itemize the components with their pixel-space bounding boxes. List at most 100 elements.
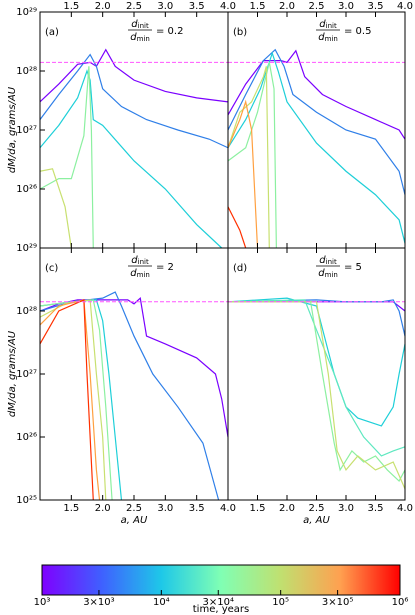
x-tick-label: 3.5 [368, 503, 384, 514]
data-line [39, 66, 94, 249]
data-line [39, 299, 123, 501]
data-line [39, 168, 72, 249]
x-tick-label: 1.5 [250, 503, 266, 514]
y-tick-label: 10²⁷ [16, 369, 37, 380]
y-axis-label: dM/da, grams/AU [7, 86, 18, 173]
x-tick-label: 3.0 [157, 1, 173, 12]
colorbar-tick-label: 3×10³ [83, 597, 114, 608]
y-tick-label: 10²⁵ [16, 495, 37, 506]
data-line [227, 297, 406, 427]
colorbar-tick-label: 3×10⁴ [203, 597, 234, 608]
y-tick-label: 10²⁶ [16, 432, 37, 443]
data-line [227, 299, 406, 457]
colorbar-tick-label: 3×10⁵ [322, 597, 353, 608]
y-tick-label: 10²⁹ [16, 7, 37, 18]
data-line [39, 299, 113, 501]
x-tick-label: 3.0 [157, 503, 173, 514]
x-tick-label: 3.0 [338, 503, 354, 514]
y-tick-label: 10²⁹ [16, 243, 37, 254]
panel-label: (b) [233, 27, 247, 38]
ratio-subscript: min [137, 35, 150, 43]
x-tick-label: 1.5 [63, 1, 79, 12]
data-line [228, 301, 406, 483]
ratio-value: = 0.2 [156, 26, 183, 37]
data-line [39, 299, 101, 501]
ratio-symbol: d [319, 255, 326, 266]
panel-label: (d) [233, 263, 247, 274]
data-line [227, 48, 406, 195]
y-axis-label: dM/da, grams/AU [7, 330, 18, 417]
x-tick-label: 2.5 [126, 1, 142, 12]
x-tick-label: 3.5 [368, 1, 384, 12]
panel-frame [39, 11, 229, 249]
ratio-denominator: dmin [318, 32, 338, 43]
ratio-symbol: d [319, 19, 326, 30]
colorbar-tick-label: 10⁴ [153, 597, 170, 608]
ratio-symbol: d [131, 255, 138, 266]
ratio-numerator: dinit [319, 255, 337, 266]
x-tick-label: 1.5 [63, 503, 79, 514]
y-tick-label: 10²⁷ [16, 125, 37, 136]
data-line [39, 299, 94, 501]
data-line [227, 51, 406, 244]
ratio-numerator: dinit [131, 255, 149, 266]
panel-frame [227, 247, 406, 501]
data-line [227, 99, 259, 249]
data-line [227, 62, 277, 249]
x-tick-label: 4.0 [397, 1, 413, 12]
panel: 1.5 2.0 2.5 3.0 3.5 4.0 10²⁶ 10²⁷ 10²⁸ 10²⁹ (a) din… [7, 1, 236, 249]
colorbar-tick-label: 10⁶ [392, 597, 409, 608]
x-tick-label: 3.5 [189, 503, 205, 514]
panel-frame [39, 247, 229, 501]
x-tick-label: 2.5 [309, 503, 325, 514]
ratio-numerator: dinit [319, 19, 337, 30]
colorbar-tick-label: 10³ [34, 597, 51, 608]
x-tick-label: 2.5 [126, 503, 142, 514]
x-tick-label: 3.5 [189, 1, 205, 12]
data-line [228, 301, 406, 490]
data-line [39, 69, 223, 249]
ratio-symbol: d [318, 268, 325, 279]
ratio-subscript: init [138, 258, 149, 266]
ratio-subscript: min [325, 271, 338, 279]
y-tick-label: 10²⁸ [16, 66, 37, 77]
ratio-subscript: init [326, 22, 337, 30]
x-tick-label: 1.5 [250, 1, 266, 12]
data-line [227, 66, 270, 249]
x-tick-label: 4.0 [220, 503, 236, 514]
y-tick-label: 10²⁶ [16, 184, 37, 195]
ratio-value: = 0.5 [344, 26, 371, 37]
colorbar [41, 564, 401, 596]
x-tick-label: 4.0 [220, 1, 236, 12]
data-line [39, 291, 220, 501]
data-line [39, 48, 229, 103]
ratio-subscript: min [137, 271, 150, 279]
colorbar-tick-label: 10⁵ [272, 597, 289, 608]
ratio-numerator: dinit [131, 19, 149, 30]
ratio-denominator: dmin [318, 268, 338, 279]
panel-frame [227, 11, 406, 249]
x-tick-label: 2.5 [309, 1, 325, 12]
y-tick-label: 10²⁸ [16, 306, 37, 317]
panel-label: (c) [45, 263, 58, 274]
panel-label: (a) [45, 27, 59, 38]
x-tick-label: 4.0 [397, 503, 413, 514]
ratio-symbol: d [318, 32, 325, 43]
ratio-denominator: dmin [130, 268, 150, 279]
panel: 1.5 2.0 2.5 3.0 3.5 4.0 10²⁵ 10²⁶ 10²⁷ 10²⁸ 10²⁹ (c… [7, 243, 236, 526]
x-axis-label: a, AU [303, 515, 330, 526]
ratio-symbol: d [131, 19, 138, 30]
ratio-subscript: init [138, 22, 149, 30]
ratio-symbol: d [130, 268, 137, 279]
data-line [227, 206, 247, 249]
ratio-value: = 2 [156, 262, 174, 273]
data-line [39, 53, 229, 149]
ratio-subscript: min [325, 35, 338, 43]
data-line [39, 296, 229, 438]
ratio-symbol: d [130, 32, 137, 43]
x-tick-label: 2.0 [95, 503, 111, 514]
x-tick-label: 2.0 [279, 503, 295, 514]
